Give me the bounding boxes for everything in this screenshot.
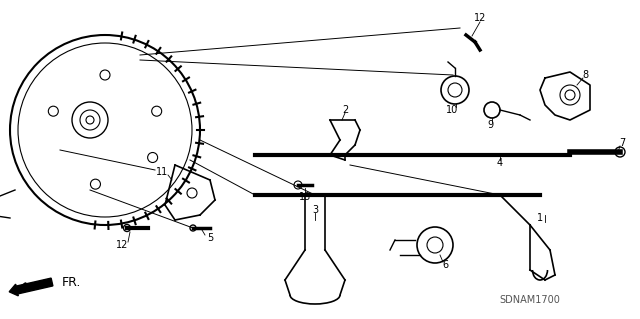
Text: 11: 11	[156, 167, 168, 177]
Text: 6: 6	[442, 260, 448, 270]
Text: 10: 10	[446, 105, 458, 115]
Text: 4: 4	[497, 158, 503, 168]
Text: FR.: FR.	[62, 277, 81, 290]
Text: 13: 13	[299, 192, 311, 202]
Text: 3: 3	[312, 205, 318, 215]
Text: 12: 12	[116, 240, 128, 250]
Text: 1: 1	[537, 213, 543, 223]
Text: SDNAM1700: SDNAM1700	[500, 295, 561, 305]
Text: 5: 5	[207, 233, 213, 243]
FancyArrow shape	[9, 278, 53, 296]
Text: 2: 2	[342, 105, 348, 115]
Text: 9: 9	[487, 120, 493, 130]
Text: 7: 7	[619, 138, 625, 148]
Text: 12: 12	[474, 13, 486, 23]
Text: 8: 8	[582, 70, 588, 80]
